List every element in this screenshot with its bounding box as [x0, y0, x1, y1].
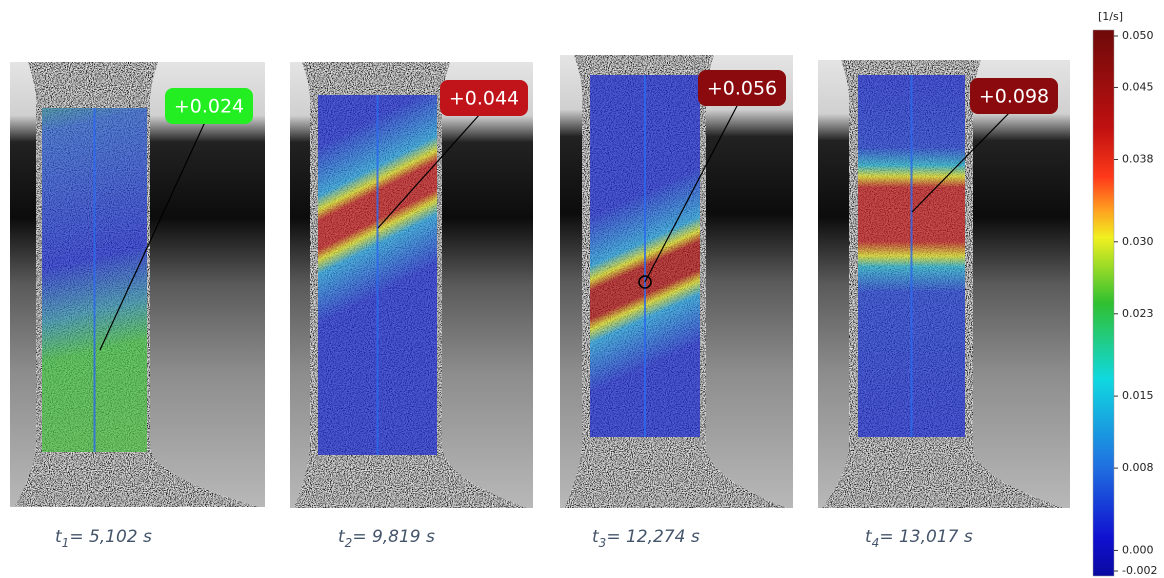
time-subscript: 4	[872, 536, 880, 550]
value-box	[440, 80, 528, 116]
leader-line	[911, 111, 1011, 213]
colorbar-tick-label: 0.030	[1122, 235, 1154, 248]
time-symbol: t	[55, 527, 63, 547]
value-label: +0.044	[449, 88, 519, 110]
time-label: t2= 9,819 s	[338, 527, 435, 550]
value-box	[165, 88, 253, 124]
colorbar-tick-label: 0.008	[1122, 461, 1154, 474]
value-label: +0.024	[174, 96, 244, 118]
leader-line	[99, 121, 206, 351]
colorbar-tick-label: 0.045	[1122, 80, 1154, 93]
colorbar-tick-label: 0.038	[1122, 152, 1154, 165]
time-label: t1= 5,102 s	[55, 527, 152, 550]
time-value: = 5,102 s	[69, 527, 152, 547]
image-panel: +0.044 t2= 9,819 s	[290, 62, 533, 550]
leader-line	[377, 113, 481, 229]
time-value: = 9,819 s	[352, 527, 435, 547]
value-box	[970, 78, 1058, 114]
colorbar-tick-label: 0.000	[1122, 543, 1154, 556]
time-symbol: t	[865, 527, 873, 547]
time-label: t3= 12,274 s	[592, 527, 700, 550]
time-label: t4= 13,017 s	[865, 527, 973, 550]
value-box	[698, 70, 786, 106]
time-subscript: 3	[599, 536, 607, 550]
colorbar-gradient	[1092, 29, 1115, 577]
time-subscript: 1	[62, 536, 70, 550]
colorbar-tick-label: 0.015	[1122, 389, 1154, 402]
time-value: = 12,274 s	[606, 527, 700, 547]
value-label: +0.056	[707, 78, 777, 100]
time-symbol: t	[592, 527, 600, 547]
time-subscript: 2	[345, 536, 353, 550]
image-panel: +0.098 t4= 13,017 s	[818, 60, 1070, 550]
time-value: = 13,017 s	[879, 527, 973, 547]
image-panel: +0.024 t1= 5,102 s	[10, 62, 265, 550]
image-panel: +0.056 t3= 12,274 s	[560, 55, 793, 550]
colorbar: [1/s] 0.050 0.045 0.038 0.030 0.023 0.015 0.008…	[1092, 10, 1157, 577]
leader-line	[644, 103, 739, 283]
time-symbol: t	[338, 527, 346, 547]
colorbar-unit: [1/s]	[1098, 10, 1123, 23]
value-label: +0.098	[979, 86, 1049, 108]
colorbar-tick-label: 0.050	[1122, 29, 1154, 42]
colorbar-tick-label: 0.023	[1122, 307, 1154, 320]
colorbar-tick-label: -0.002	[1122, 564, 1157, 577]
probe-point	[638, 275, 652, 289]
